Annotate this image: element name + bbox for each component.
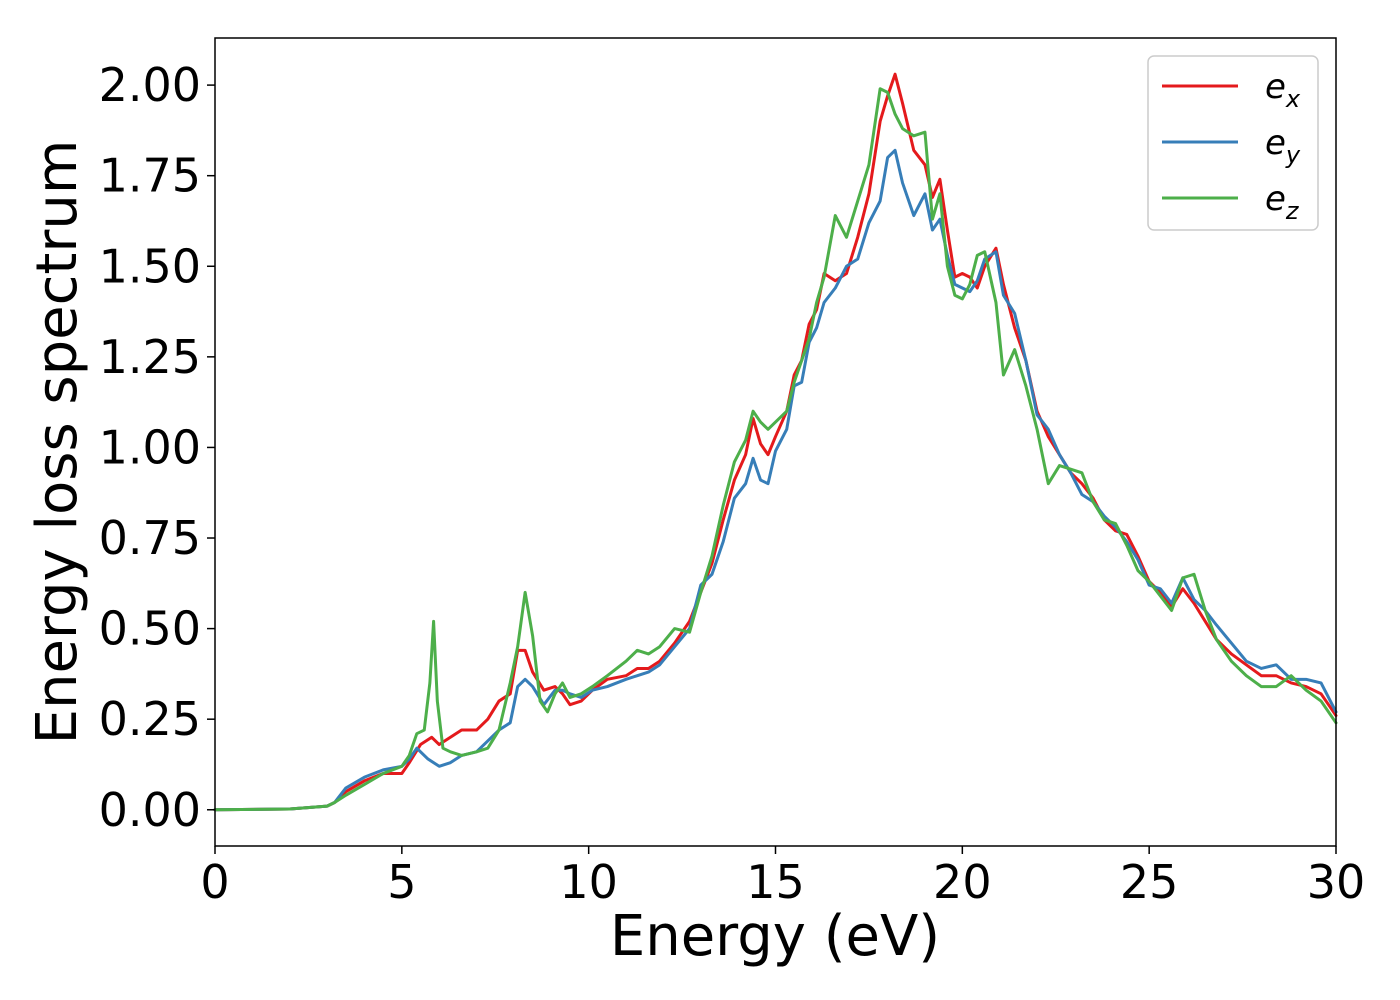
- y-axis-title: Energy loss spectrum: [25, 140, 90, 745]
- x-tick-label: 5: [387, 855, 416, 909]
- plot-lines: [213, 72, 1338, 812]
- x-axis-title: Energy (eV): [610, 904, 940, 969]
- y-axis-ticks: 0.00 0.25 0.50 0.75 1.00 1.25 1.50 1.75 2.00: [99, 58, 215, 837]
- y-tick-label: 2.00: [99, 58, 201, 112]
- x-tick-label: 15: [746, 855, 805, 909]
- series-line-y: [213, 148, 1338, 812]
- y-tick-label: 0.00: [99, 783, 201, 837]
- x-tick-label: 20: [933, 855, 992, 909]
- x-tick-label: 0: [200, 855, 229, 909]
- y-tick-label: 0.25: [99, 692, 201, 746]
- x-tick-label: 30: [1307, 855, 1366, 909]
- y-tick-label: 0.75: [99, 511, 201, 565]
- y-tick-label: 1.50: [99, 239, 201, 293]
- series-line-z: [213, 87, 1338, 812]
- y-tick-label: 1.00: [99, 420, 201, 474]
- x-tick-label: 10: [559, 855, 618, 909]
- x-axis-ticks: 0 5 10 15 20 25 30: [200, 846, 1365, 909]
- y-tick-label: 1.75: [99, 149, 201, 203]
- y-tick-label: 0.50: [99, 602, 201, 656]
- x-tick-label: 25: [1120, 855, 1179, 909]
- y-tick-label: 1.25: [99, 330, 201, 384]
